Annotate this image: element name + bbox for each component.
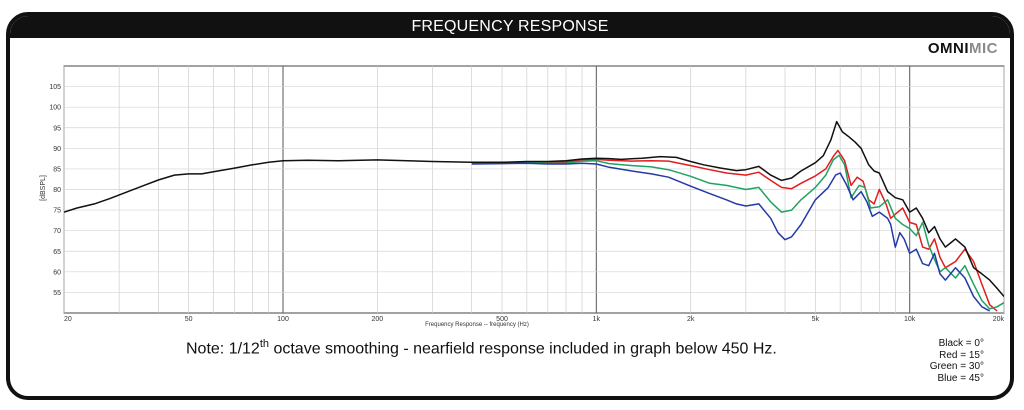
series-line-blue-45deg <box>471 162 991 312</box>
x-axis-label: Frequency Response -- frequency (Hz) <box>425 322 529 328</box>
y-tick-label: 95 <box>53 125 61 132</box>
legend-item-black: Black = 0° <box>938 338 984 349</box>
smoothing-note: Note: 1/12th octave smoothing - nearfiel… <box>186 338 777 358</box>
y-tick-label: 60 <box>53 269 61 276</box>
y-tick-label: 85 <box>53 166 61 173</box>
series-layer <box>64 120 1004 312</box>
y-tick-label: 70 <box>53 228 61 235</box>
tick-label-layer: 55 60 65 70 75 80 85 90 95 100 105 20 50 100 200 500 1k 2… <box>49 84 1004 323</box>
y-tick-label: 75 <box>53 208 61 215</box>
omnimic-logo: OMNIMIC <box>928 40 998 57</box>
legend-item-green: Green = 30° <box>929 361 984 372</box>
y-tick-label: 100 <box>49 105 61 112</box>
series-line-red-15deg <box>471 149 998 312</box>
x-tick-label: 10k <box>904 316 916 323</box>
frequency-response-plot: 55 60 65 70 75 80 85 90 95 100 105 20 50 100 200 500 1k 2… <box>40 65 1005 328</box>
y-tick-label: 105 <box>49 84 61 91</box>
y-tick-label: 80 <box>53 187 61 194</box>
x-tick-label: 20 <box>64 316 72 323</box>
logo-part-omni: OMNI <box>927 40 969 57</box>
series-line-green-30deg <box>471 154 1004 310</box>
note-suffix: octave smoothing - nearfield response in… <box>269 340 777 358</box>
y-tick-label: 55 <box>53 290 61 297</box>
logo-part-mic: MIC <box>969 40 998 57</box>
note-superscript: th <box>259 338 270 350</box>
x-tick-label: 5k <box>812 316 820 323</box>
series-line-black-0deg <box>64 120 1004 297</box>
x-tick-label: 1k <box>593 316 601 323</box>
chart-title: FREQUENCY RESPONSE <box>10 16 1010 38</box>
chart-frame: FREQUENCY RESPONSE OMNIMIC 55 60 65 70 75 80 8… <box>6 12 1014 400</box>
x-tick-label: 200 <box>371 316 383 323</box>
note-prefix: Note: 1/12 <box>186 340 260 358</box>
x-tick-label: 100 <box>277 316 289 323</box>
x-tick-label: 2k <box>687 316 695 323</box>
y-axis-label: [dBSPL] <box>40 175 47 201</box>
grid-layer <box>63 66 1005 313</box>
y-tick-label: 65 <box>53 249 61 256</box>
x-tick-label: 20k <box>993 316 1005 323</box>
legend: Black = 0° Red = 15° Green = 30° Blue = … <box>930 338 984 384</box>
legend-item-red: Red = 15° <box>939 349 984 361</box>
x-tick-label: 50 <box>185 316 193 323</box>
x-tick-label: 500 <box>496 316 508 323</box>
y-tick-label: 90 <box>53 146 61 153</box>
legend-item-blue: Blue = 45° <box>937 372 984 384</box>
